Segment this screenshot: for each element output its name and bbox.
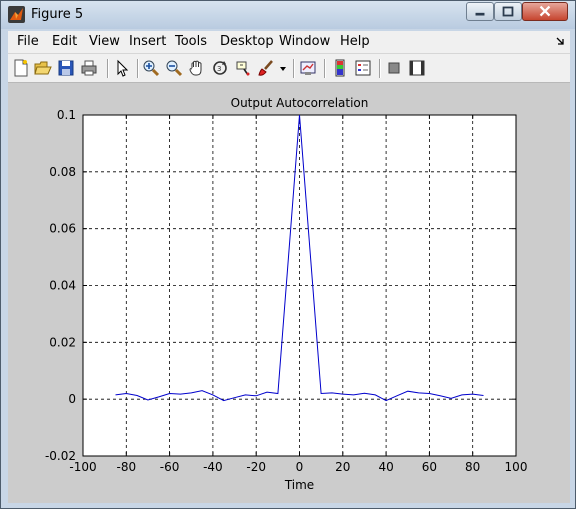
y-tick-label: 0.06	[49, 222, 76, 236]
show-plot-tools-icon[interactable]	[408, 59, 426, 77]
x-tick-label: 100	[505, 460, 528, 474]
figure-toolbar: 3	[8, 53, 570, 83]
minimize-button[interactable]	[466, 2, 494, 21]
hide-plot-tools-icon[interactable]	[385, 59, 403, 77]
menu-desktop[interactable]: Desktop	[220, 34, 274, 49]
brush-dropdown-icon[interactable]	[278, 59, 288, 77]
y-tick-label: 0.02	[49, 335, 76, 349]
menu-view[interactable]: View	[89, 34, 120, 49]
close-icon	[539, 5, 551, 17]
save-figure-icon[interactable]	[57, 59, 75, 77]
minimize-icon	[475, 12, 485, 16]
close-button[interactable]	[522, 2, 568, 21]
x-tick-label: 60	[422, 460, 437, 474]
pan-hand-icon[interactable]	[188, 59, 206, 77]
x-axis-label: Time	[284, 478, 314, 492]
insert-legend-icon[interactable]	[354, 59, 372, 77]
zoom-out-icon[interactable]	[165, 59, 183, 77]
new-figure-icon[interactable]	[12, 59, 30, 77]
autocorrelation-plot[interactable]: -100 -80 -60 -40 -20 0 20 40 60 80 100 -0.02 0 0.02 0.…	[8, 83, 570, 503]
print-figure-icon[interactable]	[80, 59, 98, 77]
chart-title: Output Autocorrelation	[231, 96, 369, 110]
x-tick-label: 20	[335, 460, 350, 474]
data-cursor-icon[interactable]	[234, 59, 252, 77]
x-tick-label: -60	[160, 460, 180, 474]
menu-tools[interactable]: Tools	[175, 34, 208, 49]
insert-colorbar-icon[interactable]	[331, 59, 349, 77]
window-title: Figure 5	[31, 7, 84, 22]
y-tick-label: 0.1	[57, 108, 76, 122]
menu-help[interactable]: Help	[340, 34, 370, 49]
svg-text:3: 3	[217, 65, 221, 73]
y-tick-label: 0	[68, 392, 76, 406]
series-line[interactable]	[115, 114, 484, 402]
x-tick-label: 80	[465, 460, 480, 474]
maximize-button[interactable]	[494, 2, 522, 21]
title-bar[interactable]: Figure 5	[1, 1, 575, 29]
menu-insert[interactable]: Insert	[129, 34, 167, 49]
x-tick-label: 0	[296, 460, 304, 474]
matlab-logo-icon	[8, 6, 25, 23]
x-tick-label: -20	[246, 460, 266, 474]
y-tick-label: -0.02	[45, 449, 76, 463]
dock-arrow-icon[interactable]	[556, 37, 564, 45]
brush-icon[interactable]	[257, 59, 275, 77]
figure-canvas: -100 -80 -60 -40 -20 0 20 40 60 80 100 -0.02 0 0.02 0.…	[8, 83, 570, 503]
x-tick-label: -80	[116, 460, 136, 474]
rotate-3d-icon[interactable]: 3	[211, 59, 229, 77]
maximize-icon	[502, 6, 514, 17]
zoom-in-icon[interactable]	[142, 59, 160, 77]
menu-file[interactable]: File	[17, 34, 39, 49]
x-tick-label: -100	[69, 460, 96, 474]
menu-edit[interactable]: Edit	[52, 34, 78, 49]
menu-window[interactable]: Window	[279, 34, 331, 49]
y-tick-label: 0.08	[49, 165, 76, 179]
y-tick-label: 0.04	[49, 279, 76, 293]
open-file-icon[interactable]	[34, 59, 52, 77]
x-tick-label: -40	[203, 460, 223, 474]
x-tick-label: 40	[378, 460, 393, 474]
edit-plot-arrow-icon[interactable]	[113, 59, 131, 77]
link-plot-icon[interactable]	[299, 59, 317, 77]
menu-bar: File Edit View Insert Tools Desktop Wind…	[8, 31, 570, 53]
